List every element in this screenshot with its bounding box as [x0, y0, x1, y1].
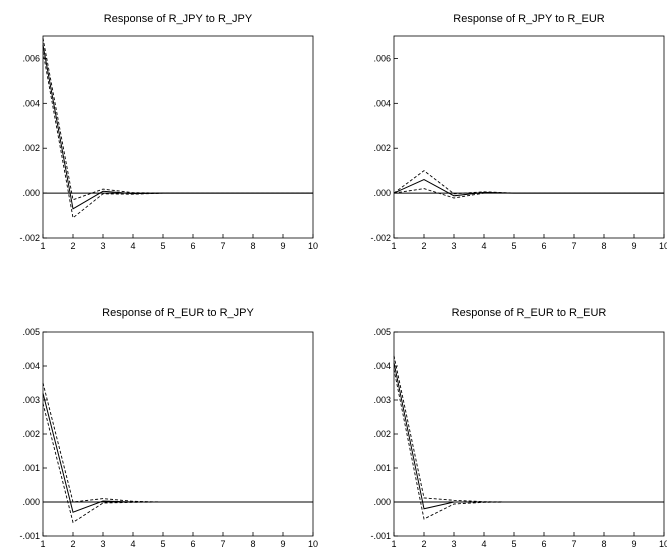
y-tick-label: -.002 — [19, 233, 40, 243]
x-tick-label: 7 — [571, 539, 576, 549]
y-tick-label: .004 — [22, 98, 40, 108]
y-tick-label: .006 — [22, 53, 40, 63]
confidence-band-line — [393, 188, 664, 199]
response-line — [42, 393, 313, 513]
y-tick-label: .002 — [373, 143, 391, 153]
y-tick-label: .002 — [22, 429, 40, 439]
y-tick-label: -.001 — [370, 531, 391, 541]
x-tick-label: 9 — [280, 539, 285, 549]
x-tick-label: 3 — [451, 241, 456, 251]
plot-frame — [42, 331, 314, 537]
confidence-band-line — [42, 382, 313, 503]
x-tick-label: 3 — [451, 539, 456, 549]
y-tick-label: .002 — [373, 429, 391, 439]
y-tick-label: .004 — [22, 361, 40, 371]
x-tick-label: 7 — [220, 241, 225, 251]
plot-frame — [393, 35, 665, 239]
response-line — [393, 362, 664, 510]
x-tick-label: 2 — [421, 539, 426, 549]
plot-frame — [42, 35, 314, 239]
x-tick-label: 10 — [308, 539, 318, 549]
confidence-band-line — [42, 403, 313, 524]
x-tick-label: 9 — [631, 241, 636, 251]
y-tick-label: .003 — [22, 395, 40, 405]
response-line — [42, 44, 313, 210]
chart-title: Response of R_EUR to R_EUR — [452, 307, 607, 319]
y-tick-label: .000 — [22, 497, 40, 507]
y-tick-label: .000 — [22, 188, 40, 198]
x-tick-label: 6 — [541, 241, 546, 251]
y-tick-label: .003 — [373, 395, 391, 405]
x-tick-label: 9 — [280, 241, 285, 251]
y-tick-label: .005 — [373, 327, 391, 337]
x-tick-label: 5 — [160, 241, 165, 251]
confidence-band-line — [42, 38, 313, 201]
confidence-band-line — [393, 170, 664, 195]
chart-panel-2: Response of R_JPY to R_EUR -.002 .000 .002.… — [370, 13, 667, 251]
x-tick-label: 9 — [631, 539, 636, 549]
x-tick-label: 4 — [481, 241, 486, 251]
x-tick-label: 10 — [308, 241, 318, 251]
x-tick-label: 2 — [421, 241, 426, 251]
x-tick-label: 8 — [601, 241, 606, 251]
x-tick-label: 7 — [571, 241, 576, 251]
x-tick-label: 5 — [511, 241, 516, 251]
x-tick-label: 10 — [659, 241, 667, 251]
x-tick-label: 10 — [659, 539, 667, 549]
y-tick-label: .006 — [373, 53, 391, 63]
x-tick-label: 1 — [40, 241, 45, 251]
y-tick-label: .005 — [22, 327, 40, 337]
chart-panel-4: Response of R_EUR to R_EUR -.001 .000 .001.… — [370, 307, 667, 549]
x-tick-label: 1 — [40, 539, 45, 549]
x-tick-label: 7 — [220, 539, 225, 549]
x-tick-label: 5 — [160, 539, 165, 549]
x-tick-label: 1 — [391, 241, 396, 251]
plot-frame — [393, 331, 665, 537]
confidence-band-line — [393, 369, 664, 520]
y-tick-label: -.001 — [19, 531, 40, 541]
y-tick-label: .001 — [373, 463, 391, 473]
y-tick-label: -.002 — [370, 233, 391, 243]
y-tick-label: .001 — [22, 463, 40, 473]
y-tick-label: .002 — [22, 143, 40, 153]
confidence-band-line — [393, 355, 664, 503]
chart-panel-1: Response of R_JPY to R_JPY -.002 .000 .002.… — [19, 13, 318, 251]
y-tick-label: .000 — [373, 188, 391, 198]
x-tick-label: 2 — [70, 241, 75, 251]
x-tick-label: 4 — [130, 539, 135, 549]
chart-title: Response of R_JPY to R_EUR — [453, 13, 604, 25]
x-tick-label: 8 — [250, 241, 255, 251]
x-tick-label: 6 — [190, 539, 195, 549]
chart-panel-3: Response of R_EUR to R_JPY -.001 .000 .001.… — [19, 307, 318, 549]
y-tick-label: .000 — [373, 497, 391, 507]
x-tick-label: 6 — [541, 539, 546, 549]
chart-title: Response of R_EUR to R_JPY — [102, 307, 254, 319]
x-tick-label: 4 — [481, 539, 486, 549]
x-tick-label: 8 — [250, 539, 255, 549]
chart-title: Response of R_JPY to R_JPY — [104, 13, 253, 25]
y-tick-label: .004 — [373, 361, 391, 371]
x-tick-label: 5 — [511, 539, 516, 549]
y-tick-label: .004 — [373, 98, 391, 108]
x-tick-label: 2 — [70, 539, 75, 549]
x-tick-label: 1 — [391, 539, 396, 549]
x-tick-label: 3 — [100, 539, 105, 549]
x-tick-label: 3 — [100, 241, 105, 251]
x-tick-label: 4 — [130, 241, 135, 251]
x-tick-label: 8 — [601, 539, 606, 549]
x-tick-label: 6 — [190, 241, 195, 251]
confidence-band-line — [42, 51, 313, 219]
